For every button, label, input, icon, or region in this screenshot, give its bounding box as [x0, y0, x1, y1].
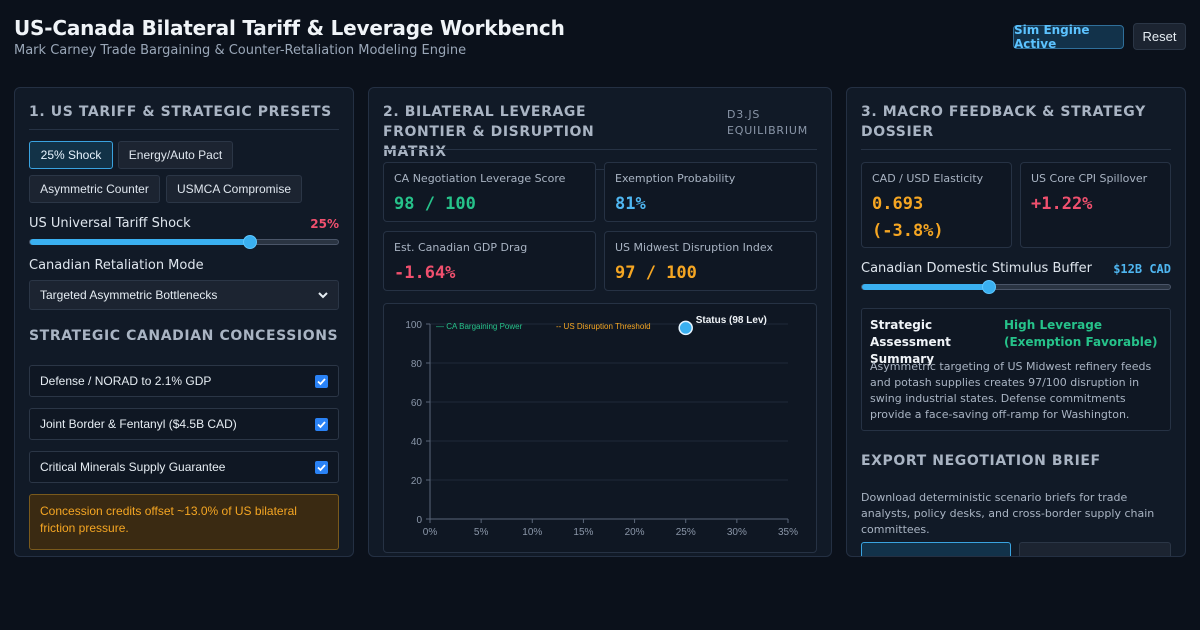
chevron-down-icon: [318, 292, 328, 299]
metric-label: US Midwest Disruption Index: [615, 241, 773, 254]
x-tick-label: 5%: [474, 527, 489, 538]
preset-usmca-button[interactable]: USMCA Compromise: [166, 175, 302, 203]
checkbox-checked-icon[interactable]: [315, 375, 328, 388]
concessions-title: STRATEGIC CANADIAN CONCESSIONS: [29, 328, 339, 344]
export-secondary-button[interactable]: [1019, 542, 1171, 556]
retaliation-select[interactable]: Targeted Asymmetric Bottlenecks: [29, 280, 339, 310]
checkbox-checked-icon[interactable]: [315, 418, 328, 431]
y-tick-label: 80: [411, 359, 423, 370]
x-tick-label: 0%: [423, 527, 438, 538]
metric-label: Exemption Probability: [615, 172, 736, 185]
metric-card-exemption: Exemption Probability 81%: [604, 162, 817, 222]
retaliation-label: Canadian Retaliation Mode: [29, 258, 204, 273]
y-tick-label: 100: [405, 320, 422, 331]
leverage-chart[interactable]: 0 20 40 60 80 100 0% 5% 10% 15% 20% 25% 30% 35% — CA B…: [383, 303, 817, 553]
page-subtitle: Mark Carney Trade Bargaining & Counter-R…: [14, 43, 467, 58]
page-title: US-Canada Bilateral Tariff & Leverage Wo…: [14, 16, 565, 40]
panel-tag: D3.JS EQUILIBRIUM: [727, 108, 809, 137]
concession-border[interactable]: Joint Border & Fentanyl ($4.5B CAD): [29, 408, 339, 440]
checkbox-checked-icon[interactable]: [315, 461, 328, 474]
status-point: [678, 320, 693, 336]
legend-threshold: -- US Disruption Threshold: [556, 322, 651, 331]
concession-note: Concession credits offset ~13.0% of US b…: [29, 494, 339, 550]
legend-power: — CA Bargaining Power: [436, 322, 523, 331]
metric-value: 0.693 (-3.8%): [872, 194, 944, 241]
metric-card-disruption: US Midwest Disruption Index 97 / 100: [604, 231, 817, 291]
concession-label: Defense / NORAD to 2.1% GDP: [40, 374, 212, 388]
export-title: EXPORT NEGOTIATION BRIEF: [861, 453, 1101, 469]
summary-title: Strategic Assessment Summary: [870, 318, 951, 366]
tariff-value: 25%: [310, 217, 339, 231]
metric-value: +1.22%: [1031, 194, 1093, 214]
tariff-presets-panel: 1. US TARIFF & STRATEGIC PRESETS 25% Sho…: [14, 87, 354, 557]
stimulus-slider-thumb[interactable]: [982, 280, 997, 294]
leverage-frontier-panel: 2. BILATERAL LEVERAGE FRONTIER & DISRUPT…: [368, 87, 832, 557]
tariff-slider-label: US Universal Tariff Shock: [29, 216, 191, 231]
metric-card-cad-usd: CAD / USD Elasticity 0.693 (-3.8%): [861, 162, 1012, 248]
preset-asymmetric-button[interactable]: Asymmetric Counter: [29, 175, 160, 203]
panel-title: 3. MACRO FEEDBACK & STRATEGY DOSSIER: [861, 102, 1171, 150]
concession-label: Joint Border & Fentanyl ($4.5B CAD): [40, 417, 237, 431]
metric-label: Est. Canadian GDP Drag: [394, 241, 528, 254]
stimulus-label: Canadian Domestic Stimulus Buffer: [861, 261, 1092, 276]
stimulus-slider[interactable]: [861, 280, 1171, 294]
leverage-chart-svg: 0 20 40 60 80 100 0% 5% 10% 15% 20% 25% 30% 35% — CA B…: [405, 315, 798, 538]
metric-value: 81%: [615, 194, 646, 214]
tariff-slider[interactable]: [29, 235, 339, 249]
x-tick-label: 10%: [522, 527, 542, 538]
metric-card-cpi: US Core CPI Spillover +1.22%: [1020, 162, 1171, 248]
summary-text: Asymmetric targeting of US Midwest refin…: [870, 360, 1152, 421]
panel-title-divider: [383, 149, 817, 150]
panel-title: 2. BILATERAL LEVERAGE FRONTIER & DISRUPT…: [383, 102, 661, 170]
tariff-slider-thumb[interactable]: [243, 235, 258, 249]
metric-label: CAD / USD Elasticity: [872, 172, 984, 185]
strategic-summary: Strategic Assessment Summary High Levera…: [861, 308, 1171, 431]
panel-title: 1. US TARIFF & STRATEGIC PRESETS: [29, 102, 339, 130]
y-tick-label: 60: [411, 398, 423, 409]
stimulus-slider-fill: [862, 284, 990, 290]
x-tick-label: 20%: [625, 527, 645, 538]
export-description: Download deterministic scenario briefs f…: [861, 491, 1155, 536]
x-tick-label: 25%: [676, 527, 696, 538]
concession-defense[interactable]: Defense / NORAD to 2.1% GDP: [29, 365, 339, 397]
metric-label: US Core CPI Spillover: [1031, 172, 1148, 185]
y-tick-label: 20: [411, 476, 423, 487]
y-tick-label: 0: [416, 515, 422, 526]
macro-feedback-panel: 3. MACRO FEEDBACK & STRATEGY DOSSIER CAD…: [846, 87, 1186, 557]
concession-minerals[interactable]: Critical Minerals Supply Guarantee: [29, 451, 339, 483]
x-tick-label: 35%: [778, 527, 798, 538]
summary-status: High Leverage (Exemption Favorable): [1004, 318, 1158, 349]
status-point-label: Status (98 Lev): [696, 315, 767, 326]
x-tick-label: 15%: [573, 527, 593, 538]
preset-energy-auto-button[interactable]: Energy/Auto Pact: [118, 141, 233, 169]
metric-card-gdp: Est. Canadian GDP Drag -1.64%: [383, 231, 596, 291]
metric-value: 97 / 100: [615, 263, 697, 283]
status-badge: Sim Engine Active: [1013, 23, 1124, 51]
metric-card-leverage: CA Negotiation Leverage Score 98 / 100: [383, 162, 596, 222]
metric-value: -1.64%: [394, 263, 456, 283]
stimulus-value: $12B CAD: [1113, 262, 1171, 276]
concession-label: Critical Minerals Supply Guarantee: [40, 460, 226, 474]
preset-25-shock-button[interactable]: 25% Shock: [29, 141, 113, 169]
retaliation-select-value: Targeted Asymmetric Bottlenecks: [40, 288, 218, 302]
y-tick-label: 40: [411, 437, 423, 448]
x-tick-label: 30%: [727, 527, 747, 538]
export-primary-button[interactable]: [861, 542, 1011, 556]
metric-label: CA Negotiation Leverage Score: [394, 172, 566, 185]
metric-value: 98 / 100: [394, 194, 476, 214]
tariff-slider-fill: [30, 239, 251, 245]
reset-button[interactable]: Reset: [1133, 23, 1186, 50]
